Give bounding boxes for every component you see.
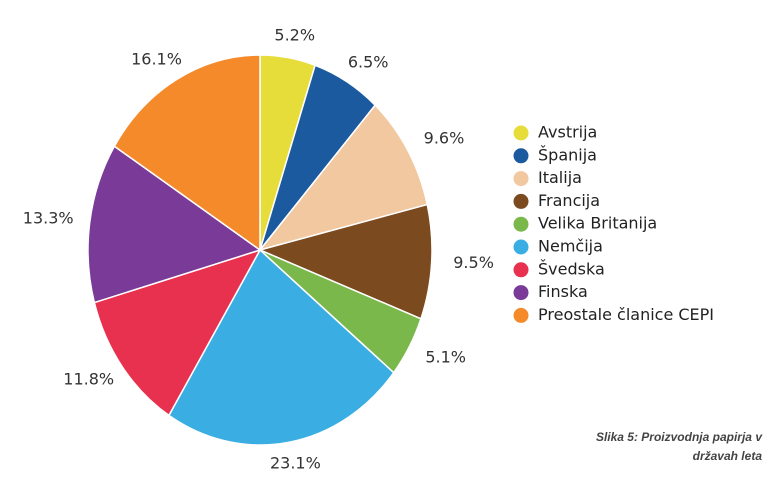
- legend-swatch: [513, 216, 529, 232]
- legend-label: Nemčija: [538, 237, 603, 256]
- legend-label: Finska: [538, 282, 588, 301]
- pie-slice: [257, 104, 429, 252]
- legend-swatch: [513, 193, 529, 209]
- value-label: 13.3%: [23, 208, 74, 227]
- legend-swatch: [513, 148, 529, 164]
- legend-swatch: [513, 125, 529, 141]
- pie-slice: [167, 248, 395, 446]
- legend-label: Italija: [538, 168, 582, 187]
- value-label: 6.5%: [348, 52, 389, 71]
- pie-slice: [257, 203, 433, 320]
- value-label: 11.8%: [63, 370, 114, 389]
- legend-swatch: [513, 239, 529, 255]
- pie-slice: [87, 145, 262, 304]
- caption: državah leta: [693, 449, 763, 463]
- value-label: 23.1%: [270, 454, 321, 473]
- value-label: 5.1%: [425, 347, 466, 366]
- legend-swatch: [513, 307, 529, 323]
- legend-label: Švedska: [538, 259, 605, 278]
- legend-swatch: [513, 262, 529, 278]
- pie-slice: [93, 248, 262, 417]
- value-label: 16.1%: [131, 50, 182, 69]
- value-label: 9.6%: [424, 129, 465, 148]
- legend-label: Velika Britanija: [538, 214, 657, 233]
- value-label: 5.2%: [274, 25, 315, 44]
- legend-swatch: [513, 285, 529, 301]
- legend-label: Španija: [538, 145, 597, 164]
- pie-slice: [113, 54, 261, 252]
- legend-label: Francija: [538, 191, 600, 210]
- value-label: 9.5%: [453, 253, 494, 272]
- legend-swatch: [513, 171, 529, 187]
- caption: Slika 5: Proizvodnja papirja v: [596, 430, 763, 444]
- legend-label: Avstrija: [538, 123, 597, 142]
- legend-label: Preostale članice CEPI: [538, 305, 714, 324]
